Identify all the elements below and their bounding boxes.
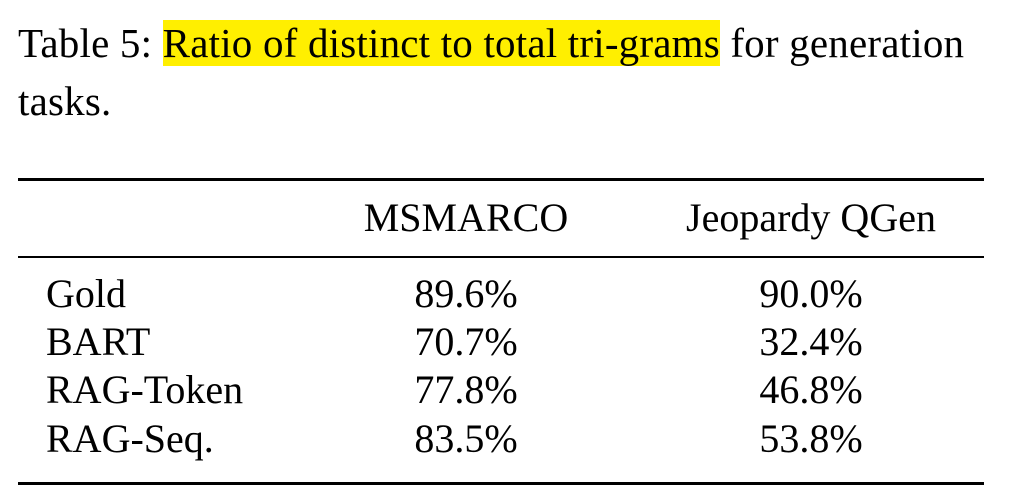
cell-jeopardy-qgen: 53.8%: [759, 416, 863, 461]
table-header-rule: [18, 256, 984, 258]
table-bottom-rule: [18, 482, 984, 485]
table-row: Gold 89.6% 90.0%: [18, 270, 984, 318]
cell-msmarco: 89.6%: [414, 271, 518, 316]
cell-jeopardy-qgen: 90.0%: [759, 271, 863, 316]
row-label: RAG-Token: [46, 367, 244, 412]
column-header-msmarco: MSMARCO: [363, 195, 569, 240]
cell-msmarco: 70.7%: [414, 319, 518, 364]
column-header-jeopardy-qgen: Jeopardy QGen: [686, 195, 936, 240]
cell-jeopardy-qgen: 32.4%: [759, 319, 863, 364]
caption-highlighted-text: Ratio of distinct to total tri-grams: [162, 20, 720, 66]
table-row: RAG-Token 77.8% 46.8%: [18, 366, 984, 414]
cell-jeopardy-qgen: 46.8%: [759, 367, 863, 412]
cell-msmarco: 83.5%: [414, 416, 518, 461]
row-label: RAG-Seq.: [46, 416, 214, 461]
table-row: BART 70.7% 32.4%: [18, 318, 984, 366]
caption-label: Table 5:: [18, 20, 153, 66]
row-label: BART: [46, 319, 151, 364]
table-row: RAG-Seq. 83.5% 53.8%: [18, 415, 984, 463]
row-label: Gold: [46, 271, 126, 316]
caption-rest: for generation tasks.: [18, 20, 965, 124]
cell-msmarco: 77.8%: [414, 367, 518, 412]
table-caption: Table 5: Ratio of distinct to total tri-…: [18, 14, 998, 130]
table-top-rule: [18, 178, 984, 181]
